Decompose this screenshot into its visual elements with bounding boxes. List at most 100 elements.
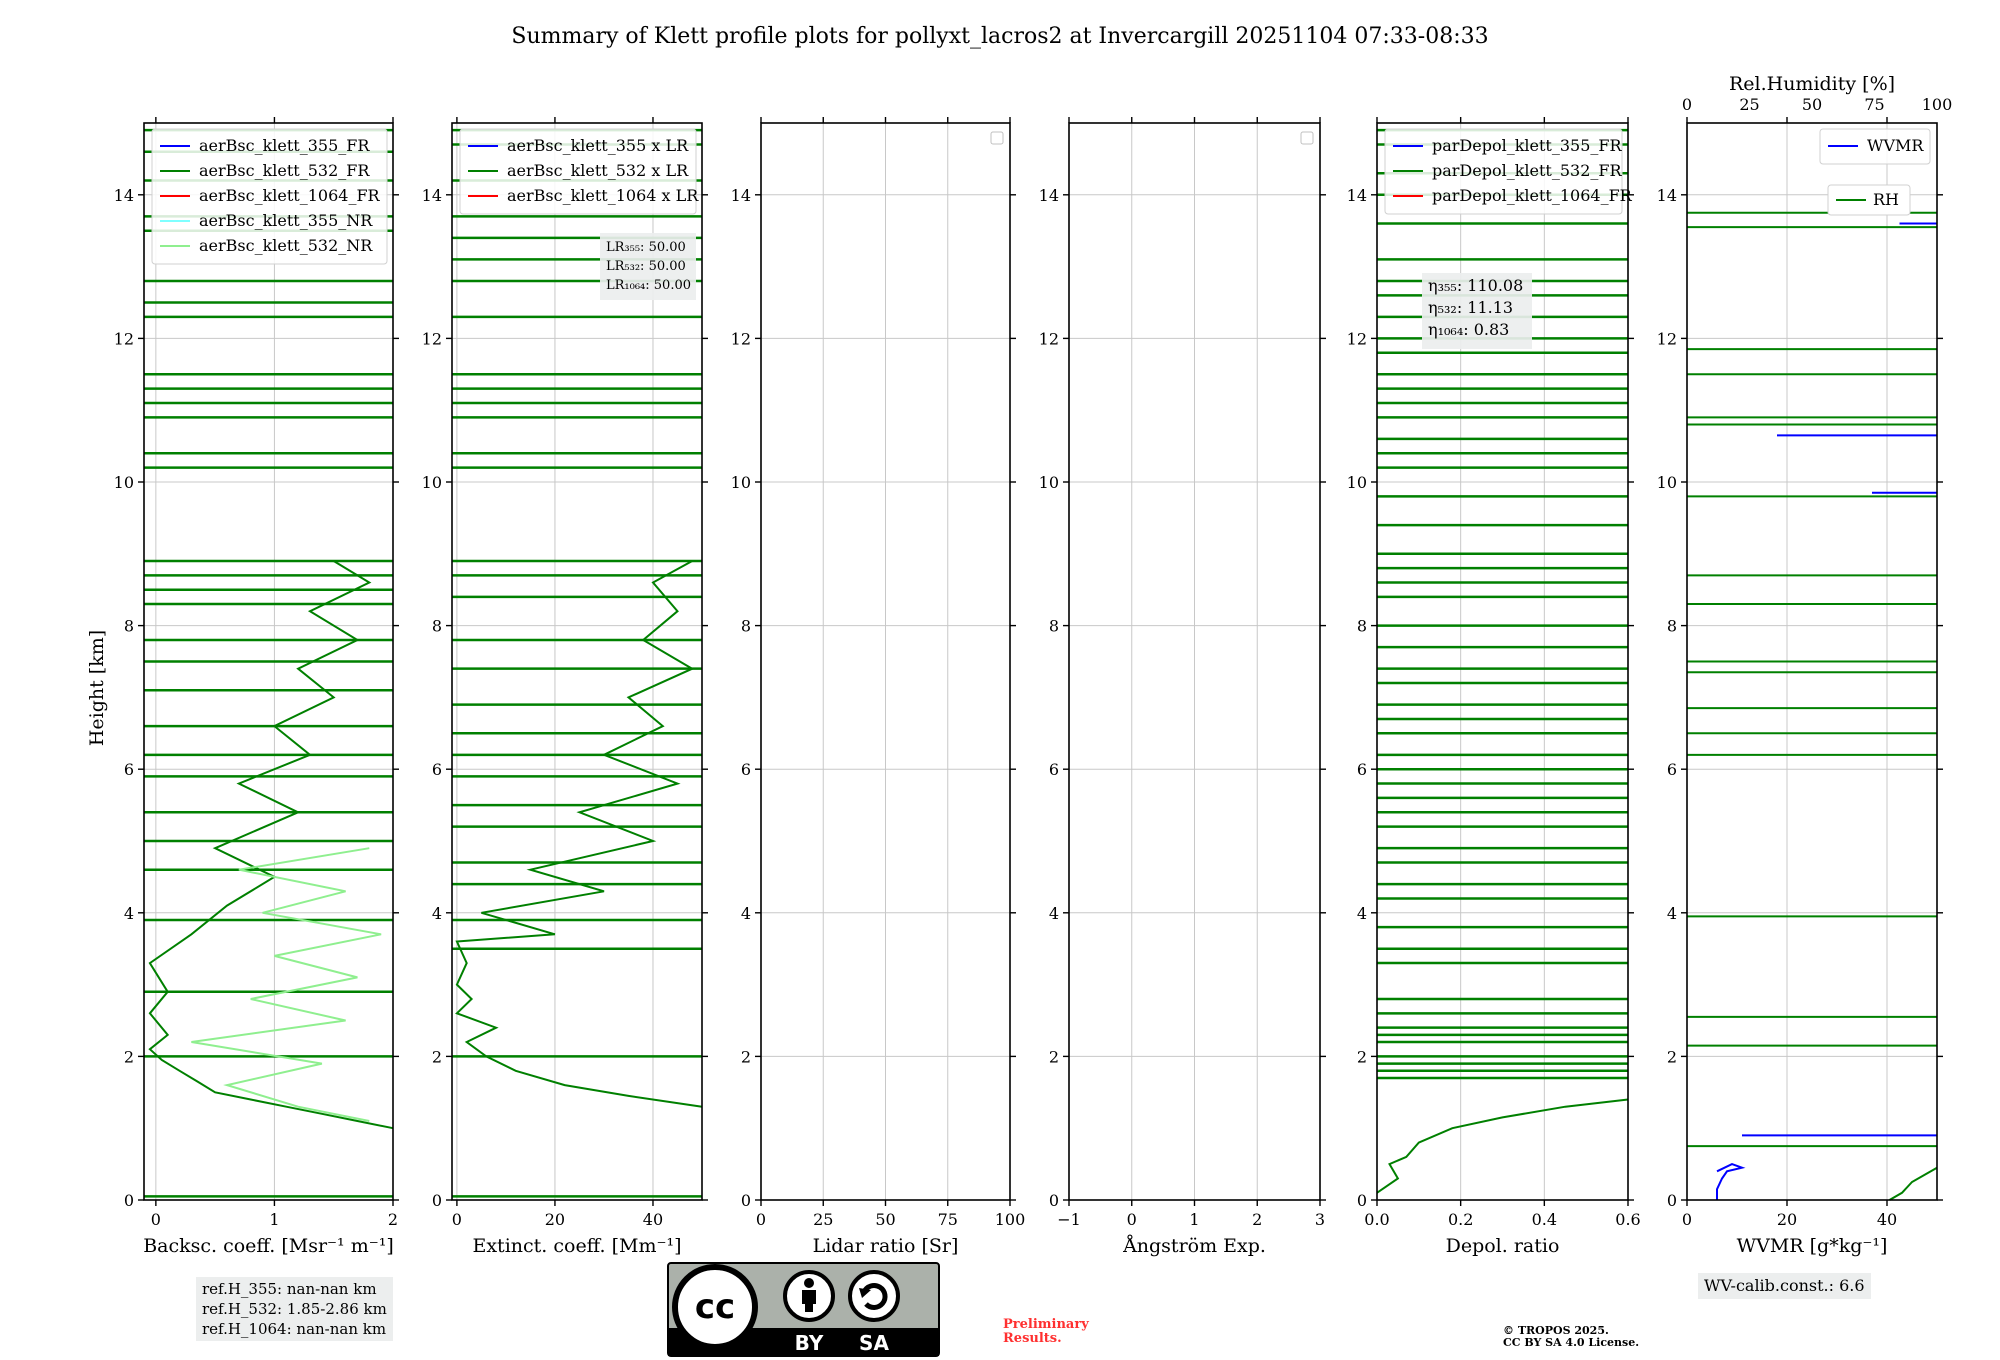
legend-label: aerBsc_klett_355_NR: [199, 211, 373, 230]
preliminary-line1: Preliminary: [1003, 1317, 1089, 1332]
y-tick-label: 2: [432, 1047, 442, 1066]
y-tick-label: 6: [1667, 760, 1677, 779]
legend-label: parDepol_klett_355_FR: [1432, 136, 1623, 155]
y-tick-label: 8: [432, 617, 442, 636]
annotation-line: LR₁₀₆₄: 50.00: [606, 278, 691, 293]
annotation-box: [600, 233, 696, 300]
y-tick-label: 10: [422, 473, 442, 492]
wv-calibration-constant: WV-calib.const.: 6.6: [1704, 1276, 1865, 1295]
y-tick-label: 2: [1049, 1047, 1059, 1066]
y-tick-label: 10: [1039, 473, 1059, 492]
y-tick-label: 2: [741, 1047, 751, 1066]
x2-tick-label: 25: [1739, 95, 1759, 114]
series-line-aerBsc_klett_532 x LR: [455, 560, 703, 1108]
x2-tick-label: 75: [1864, 95, 1884, 114]
y-tick-label: 6: [1357, 760, 1367, 779]
y-tick-label: 14: [114, 186, 134, 205]
x-axis-label: Extinct. coeff. [Mm⁻¹]: [472, 1235, 681, 1257]
annotation-line: η₅₃₂: 11.13: [1428, 298, 1513, 317]
copyright-note: © TROPOS 2025. CC BY SA 4.0 License.: [1503, 1325, 1639, 1349]
y-tick-label: 8: [1049, 617, 1059, 636]
y-tick-label: 0: [124, 1191, 134, 1210]
y-tick-label: 6: [432, 760, 442, 779]
axes-frame: [451, 122, 703, 1201]
annotation-line: η₁₀₆₄: 0.83: [1428, 320, 1509, 339]
wv-calibration-box: WV-calib.const.: 6.6: [1698, 1273, 1871, 1299]
x-tick-label: 3: [1315, 1210, 1325, 1229]
y-tick-label: 2: [1667, 1047, 1677, 1066]
preliminary-line2: Results.: [1003, 1331, 1062, 1346]
y-tick-label: 4: [1357, 904, 1367, 923]
annotation-line: LR₅₃₂: 50.00: [606, 259, 686, 274]
by-label: BY: [795, 1331, 824, 1355]
series-line-aerBsc_klett_532_FR: [148, 560, 394, 1130]
legend-box: [1819, 128, 1931, 165]
x-tick-label: 1: [1189, 1210, 1199, 1229]
preliminary-note: Preliminary Results.: [1003, 1318, 1089, 1346]
x-tick-label: 0: [1682, 1210, 1692, 1229]
panel-wvmr: 0 20 40 0 2 4 6 8 10 12 14 WVMR [g*kg⁻¹] 0 25 50 75 100 R…: [1657, 73, 1953, 1257]
x-tick-label: 1: [269, 1210, 279, 1229]
y-tick-label: 14: [731, 186, 751, 205]
x-tick-label: 0: [756, 1210, 766, 1229]
sa-label: SA: [859, 1331, 889, 1355]
y-tick-label: 8: [741, 617, 751, 636]
y-tick-label: 6: [741, 760, 751, 779]
x-tick-label: 20: [1777, 1210, 1797, 1229]
legend-label: aerBsc_klett_532_FR: [199, 161, 370, 180]
x2-tick-label: 0: [1682, 95, 1692, 114]
y-tick-label: 12: [1039, 329, 1059, 348]
copyright-line1: © TROPOS 2025.: [1503, 1324, 1609, 1337]
copyright-line2: CC BY SA 4.0 License.: [1503, 1336, 1640, 1349]
y-tick-label: 6: [124, 760, 134, 779]
y-tick-label: 4: [741, 904, 751, 923]
legend-label: parDepol_klett_532_FR: [1432, 161, 1623, 180]
y-tick-label: 4: [1049, 904, 1059, 923]
panel-depol: 0.0 0.2 0.4 0.6 0 2 4 6 8 10 12 14 Depol. ratio parDe…: [1347, 117, 1641, 1257]
x-tick-label: 25: [813, 1210, 833, 1229]
figure-title: Summary of Klett profile plots for polly…: [511, 24, 1488, 49]
axes-frame: [1686, 122, 1938, 1201]
panel-extinction: 0 20 40 0 2 4 6 8 10 12 14 Extinct. coeff. [Mm⁻¹] ae…: [422, 117, 708, 1257]
x-tick-label: 40: [1877, 1210, 1897, 1229]
legend: aerBsc_klett_355_FR aerBsc_klett_532_FRae…: [151, 128, 388, 265]
legend-label: aerBsc_klett_1064_FR: [199, 186, 381, 205]
x-tick-label: 0.0: [1364, 1210, 1389, 1229]
x-tick-label: 0.4: [1532, 1210, 1557, 1229]
x-axis-label: Depol. ratio: [1446, 1235, 1560, 1257]
y-tick-label: 6: [1049, 760, 1059, 779]
y-tick-label: 8: [124, 617, 134, 636]
y-tick-label: 2: [1357, 1047, 1367, 1066]
x-tick-label: 75: [938, 1210, 958, 1229]
y-tick-label: 4: [1667, 904, 1677, 923]
x-tick-label: 0.2: [1448, 1210, 1473, 1229]
y-tick-label: 10: [114, 473, 134, 492]
y-tick-label: 14: [1347, 186, 1367, 205]
x-tick-label: 40: [643, 1210, 663, 1229]
creative-commons-icon: cc: [672, 1264, 758, 1350]
legend-label: aerBsc_klett_355 x LR: [507, 136, 689, 155]
reference-height-box: ref.H_355: nan-nan km ref.H_532: 1.85-2.…: [196, 1277, 393, 1341]
attribution-icon: [783, 1270, 835, 1322]
y-tick-label: 14: [1039, 186, 1059, 205]
series-line-RH: [1889, 1166, 1938, 1201]
y-tick-label: 14: [422, 186, 442, 205]
cc-text: cc: [695, 1287, 735, 1327]
x-axis-label: Lidar ratio [Sr]: [813, 1235, 959, 1257]
annotation-line: η₃₅₅: 110.08: [1428, 276, 1523, 295]
y-tick-label: 12: [1657, 329, 1677, 348]
ref-h-355: ref.H_355: nan-nan km: [202, 1280, 377, 1298]
legend-box: [459, 128, 697, 215]
annotation-box: [1422, 273, 1532, 349]
series-line-parDepol_klett_532_FR: [1376, 1098, 1629, 1194]
legend-label: aerBsc_klett_532 x LR: [507, 161, 689, 180]
x-tick-label: 100: [995, 1210, 1026, 1229]
y-tick-label: 0: [1357, 1191, 1367, 1210]
share-alike-icon: [848, 1270, 900, 1322]
x-tick-label: 0: [452, 1210, 462, 1229]
y-tick-label: 0: [1667, 1191, 1677, 1210]
y-tick-label: 10: [1657, 473, 1677, 492]
